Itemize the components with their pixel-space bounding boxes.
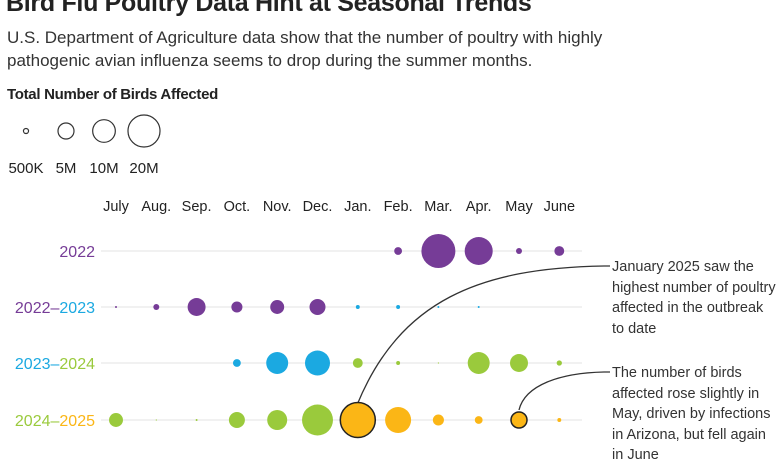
row-label-part: – [51,413,60,430]
bubble-2024–2025-June [557,418,562,422]
annotation-line [356,265,610,406]
month-label: Jan. [344,199,371,215]
bubble-2022–2023-Oct. [231,301,243,313]
bubble-2023–2024-Dec. [304,350,331,376]
bubble-2024–2025-Apr. [474,416,483,424]
bubble-2022-Apr. [464,236,493,266]
chart-subtitle: U.S. Department of Agriculture data show… [7,28,603,70]
bubble-2022–2023-Dec. [309,298,326,316]
row-label-part: 2024 [15,413,51,430]
legend-label: 20M [129,160,158,177]
bubble-2023–2024-May [510,354,528,372]
bubble-2024–2025-Mar. [432,414,444,426]
bubble-2023–2024-Oct. [232,359,241,367]
bubble-2022–2023-Mar. [437,305,440,309]
bubble-2023–2024-Nov. [266,352,289,374]
bubble-2022-Feb. [394,247,403,255]
month-label: Aug. [141,199,171,215]
annotation-january-2025: January 2025 saw the highest number of p… [612,259,776,337]
month-label: Nov. [263,199,292,215]
month-label: Oct. [224,199,251,215]
bubble-2024–2025-Feb. [385,406,412,434]
row-label-part: 2023 [59,300,95,317]
bubble-2022–2023-Feb. [396,305,401,309]
month-label: Mar. [424,199,452,215]
bubble-2024–2025-May [510,411,528,429]
legend-circle [92,119,116,143]
legend-circle [127,114,161,148]
annotation-may-2025: The number of birds affected rose slight… [612,365,771,463]
month-label: July [103,199,130,215]
bubble-2024–2025-Sep. [195,418,198,422]
bubble-2022–2023-Apr. [477,305,480,309]
legend-label: 5M [56,160,77,177]
bubble-2023–2024-Mar. [437,362,439,364]
bubble-2024–2025-Oct. [228,411,245,429]
row-label-part: 2022 [15,300,51,317]
legend-label: 500K [8,160,43,177]
legend-circle [22,127,30,135]
bubble-2023–2024-Apr. [467,352,490,374]
legend-label: 10M [89,160,118,177]
row-label-part: 2024 [59,356,95,373]
month-label: May [505,199,533,215]
row-label: 2024–2025 [15,413,95,430]
row-label-part: – [51,300,60,317]
bubble-2024–2025-July [109,413,123,427]
month-label: Feb. [384,199,413,215]
bubble-2022-June [554,246,565,256]
bubble-2022–2023-Sep. [187,298,206,316]
row-label-part: – [51,356,60,373]
bubble-2023–2024-Jan. [352,358,363,368]
bubble-2022–2023-July [114,305,118,309]
month-label: Apr. [466,199,492,215]
row-label: 2022 [59,244,95,261]
bubble-2022-May [516,248,522,254]
row-label: 2023–2024 [15,356,95,373]
chart-title: Bird Flu Poultry Data Hint at Seasonal T… [6,0,532,17]
row-label-part: 2025 [59,413,95,430]
bubble-2022–2023-Aug. [153,304,160,310]
row-label-part: 2022 [59,244,95,261]
month-label: Sep. [182,199,212,215]
row-label: 2022–2023 [15,300,95,317]
bubble-2024–2025-Dec. [302,404,333,436]
legend-title: Total Number of Birds Affected [7,86,219,103]
bubble-2022–2023-Nov. [270,300,285,314]
row-label-part: 2023 [15,356,51,373]
bubble-2024–2025-Aug. [155,419,157,421]
bubble-2024–2025-Jan. [339,401,377,439]
bubble-2022–2023-Jan. [355,305,360,309]
annotation-line [518,371,610,411]
month-label: June [544,199,575,215]
bubble-2024–2025-Nov. [267,410,288,430]
bubble-2022-Mar. [421,234,456,268]
month-label: Dec. [303,199,333,215]
bubble-2023–2024-June [556,360,562,366]
bubble-2023–2024-Feb. [396,361,401,365]
legend-circle [57,122,75,140]
